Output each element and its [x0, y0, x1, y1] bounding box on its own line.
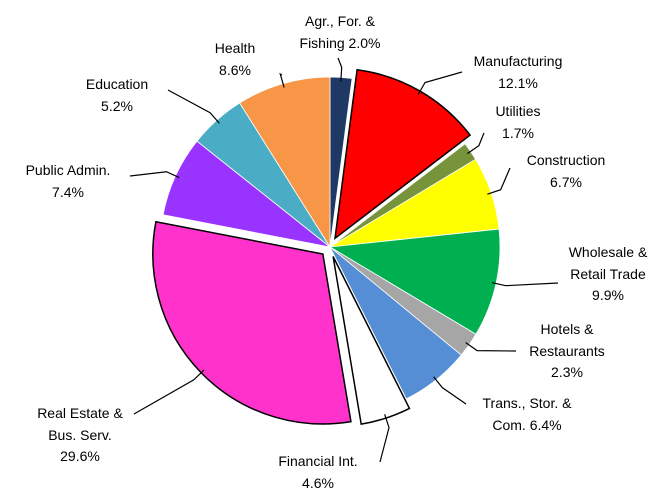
category-label: Education [86, 76, 148, 92]
value-label: 2.3% [526, 362, 608, 384]
value-label: 12.1% [463, 73, 573, 95]
slice-label: Manufacturing 12.1% [463, 51, 573, 94]
value-label: 5.2% [67, 96, 167, 118]
value-label: 1.7% [473, 123, 563, 145]
leader-line [487, 168, 510, 194]
value-label: 7.4% [8, 182, 128, 204]
pie-slice [153, 222, 351, 424]
leader-line [168, 90, 219, 123]
category-label: Financial Int. [278, 453, 357, 469]
category-label: Health [215, 40, 255, 56]
value-label: 9.9% [564, 285, 652, 307]
slice-label: Education 5.2% [67, 74, 167, 117]
category-label: Wholesale & Retail Trade [569, 244, 648, 282]
leader-line [130, 172, 179, 178]
value-label: 4.6% [263, 473, 373, 494]
leader-line [380, 414, 389, 462]
slice-label: Real Estate & Bus. Serv. 29.6% [30, 403, 130, 468]
leader-line [434, 377, 466, 404]
slice-label: Agr., For. & Fishing 2.0% [294, 11, 386, 54]
category-label: Construction [527, 152, 606, 168]
value-label: 2.0% [349, 35, 381, 51]
slice-label: Utilities 1.7% [473, 101, 563, 144]
value-label: 6.7% [516, 172, 616, 194]
slice-label: Trans., Stor. & Com. 6.4% [473, 393, 581, 436]
slice-label: Public Admin. 7.4% [8, 160, 128, 203]
slice-label: Hotels & Restaurants 2.3% [526, 319, 608, 384]
slice-label: Construction 6.7% [516, 150, 616, 193]
value-label: 29.6% [30, 446, 130, 468]
slice-label: Health 8.6% [195, 38, 275, 81]
leader-line [466, 343, 516, 351]
leader-line [418, 72, 462, 95]
leader-line [134, 370, 204, 414]
leader-line [492, 283, 558, 286]
value-label: 8.6% [195, 60, 275, 82]
category-label: Utilities [495, 103, 540, 119]
category-label: Manufacturing [474, 53, 563, 69]
value-label: 6.4% [530, 417, 562, 433]
category-label: Real Estate & Bus. Serv. [37, 405, 123, 443]
category-label: Public Admin. [26, 162, 111, 178]
category-label: Hotels & Restaurants [529, 321, 604, 359]
slice-label: Wholesale & Retail Trade 9.9% [564, 242, 652, 307]
